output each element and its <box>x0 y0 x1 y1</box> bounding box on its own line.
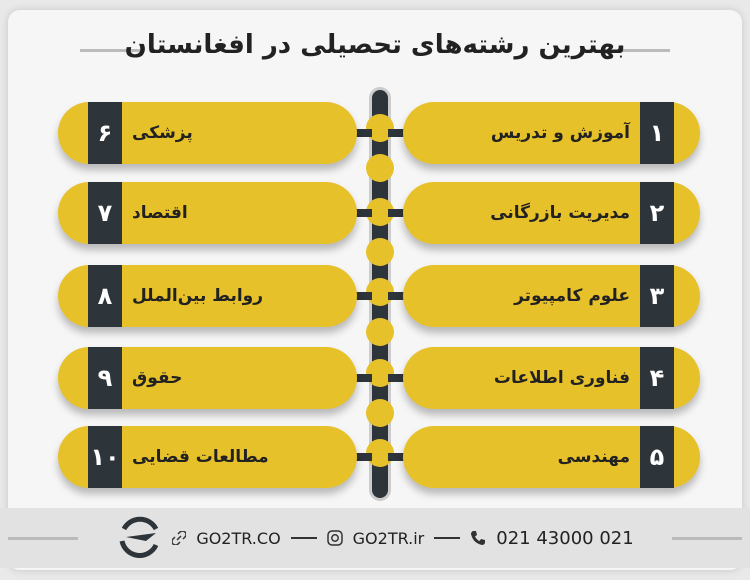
field-item: ۷ اقتصاد <box>58 182 357 244</box>
instagram-icon <box>326 530 343 546</box>
go2tr-logo-icon <box>119 516 159 558</box>
spine-dot <box>366 238 394 266</box>
connector <box>388 209 408 217</box>
field-number: ۸ <box>88 265 122 327</box>
field-label: علوم کامپیوتر <box>514 286 630 306</box>
title-divider-left <box>80 49 140 52</box>
separator <box>434 537 461 539</box>
field-item: ۸ روابط بین‌الملل <box>58 265 357 327</box>
field-number: ۴ <box>640 347 674 409</box>
field-number: ۳ <box>640 265 674 327</box>
field-number: ۶ <box>88 102 122 164</box>
field-label: مطالعات قضایی <box>132 447 269 467</box>
field-item: ۵ مهندسی <box>403 426 700 488</box>
connector <box>352 129 372 137</box>
spine-dot <box>366 318 394 346</box>
spine-dot <box>366 114 394 142</box>
phone-icon <box>471 531 486 545</box>
field-item: ۱۰ مطالعات قضایی <box>58 426 357 488</box>
connector <box>388 453 408 461</box>
field-item: ۱ آموزش و تدریس <box>403 102 700 164</box>
field-label: اقتصاد <box>132 203 188 223</box>
field-item: ۶ پزشکی <box>58 102 357 164</box>
field-number: ۱۰ <box>88 426 122 488</box>
field-item: ۹ حقوق <box>58 347 357 409</box>
phone-number[interactable]: 021 43000 021 <box>496 527 634 549</box>
page-title: بهترین رشته‌های تحصیلی در افغانستان <box>124 30 626 60</box>
field-label: پزشکی <box>132 123 193 143</box>
title-divider-right <box>610 49 670 52</box>
footer-divider-right <box>672 537 742 540</box>
field-label: حقوق <box>132 368 183 388</box>
field-item: ۴ فناوری اطلاعات <box>403 347 700 409</box>
link-icon <box>172 531 187 545</box>
connector <box>352 292 372 300</box>
spine-dot <box>366 154 394 182</box>
footer-divider-left <box>8 537 78 540</box>
field-number: ۱ <box>640 102 674 164</box>
field-item: ۲ مدیریت بازرگانی <box>403 182 700 244</box>
field-number: ۵ <box>640 426 674 488</box>
field-label: فناوری اطلاعات <box>493 368 630 388</box>
field-number: ۲ <box>640 182 674 244</box>
footer: GO2TR.CO GO2TR.ir 021 43000 021 <box>0 508 750 568</box>
connector <box>352 453 372 461</box>
instagram-link[interactable]: GO2TR.ir <box>352 528 425 548</box>
spine-dot <box>366 399 394 427</box>
connector <box>388 292 408 300</box>
field-label: مهندسی <box>557 447 630 467</box>
separator <box>290 537 317 539</box>
connector <box>352 209 372 217</box>
field-label: مدیریت بازرگانی <box>490 203 630 223</box>
connector <box>352 374 372 382</box>
field-number: ۷ <box>88 182 122 244</box>
website-link[interactable]: GO2TR.CO <box>196 528 281 548</box>
connector <box>388 374 408 382</box>
field-label: روابط بین‌الملل <box>132 286 264 306</box>
field-label: آموزش و تدریس <box>490 123 630 143</box>
field-number: ۹ <box>88 347 122 409</box>
field-item: ۳ علوم کامپیوتر <box>403 265 700 327</box>
connector <box>388 129 408 137</box>
spine-dot <box>366 359 394 387</box>
